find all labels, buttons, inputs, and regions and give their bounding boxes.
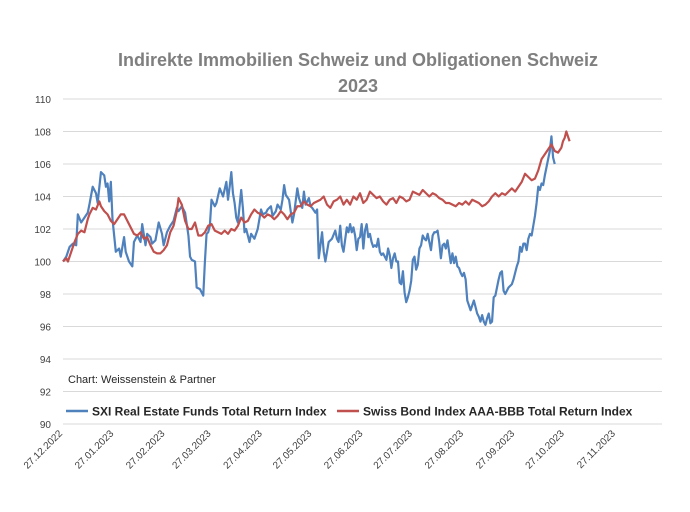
x-axis-ticks: 27.12.2022 27.01.2023 27.02.2023 27.03.2023… <box>22 428 618 471</box>
x-tick-label: 27.01.2023 <box>73 428 116 471</box>
x-tick-label: 27.06.2023 <box>322 428 365 471</box>
chart-title-year: 2023 <box>338 76 378 96</box>
y-tick-label: 108 <box>34 128 51 139</box>
x-tick-label: 27.09.2023 <box>474 428 517 471</box>
y-tick-label: 104 <box>34 193 51 204</box>
y-tick-label: 106 <box>34 160 51 171</box>
x-tick-label: 27.11.2023 <box>575 428 618 471</box>
gridlines <box>63 98 662 425</box>
y-tick-label: 92 <box>40 388 52 399</box>
y-tick-label: 100 <box>34 258 51 269</box>
x-tick-label: 27.08.2023 <box>423 428 466 471</box>
y-tick-label: 102 <box>34 225 51 236</box>
x-tick-label: 27.12.2022 <box>22 428 65 471</box>
y-axis-ticks: 90 92 94 96 98 100 102 104 106 108 110 <box>34 95 51 431</box>
legend-label-2: Swiss Bond Index AAA-BBB Total Return In… <box>363 405 633 419</box>
y-tick-label: 96 <box>40 323 52 334</box>
x-tick-label: 27.07.2023 <box>372 428 415 471</box>
legend-label-1: SXI Real Estate Funds Total Return Index <box>92 405 327 419</box>
y-tick-label: 98 <box>40 290 52 301</box>
series-lines <box>62 130 571 326</box>
series-line-2 <box>62 130 571 263</box>
x-tick-label: 27.03.2023 <box>170 428 213 471</box>
x-tick-label: 27.10.2023 <box>524 428 567 471</box>
x-tick-label: 27.02.2023 <box>124 428 167 471</box>
chart-title: Indirekte Immobilien Schweiz und Obligat… <box>118 50 598 70</box>
y-tick-label: 94 <box>40 355 52 366</box>
series-line-1 <box>62 135 556 326</box>
y-tick-label: 110 <box>35 95 51 106</box>
chart-source-annotation: Chart: Weissenstein & Partner <box>68 374 216 386</box>
y-tick-label: 90 <box>40 420 52 431</box>
x-tick-label: 27.04.2023 <box>222 428 265 471</box>
legend: SXI Real Estate Funds Total Return Index… <box>66 405 633 419</box>
x-tick-label: 27.05.2023 <box>271 428 314 471</box>
